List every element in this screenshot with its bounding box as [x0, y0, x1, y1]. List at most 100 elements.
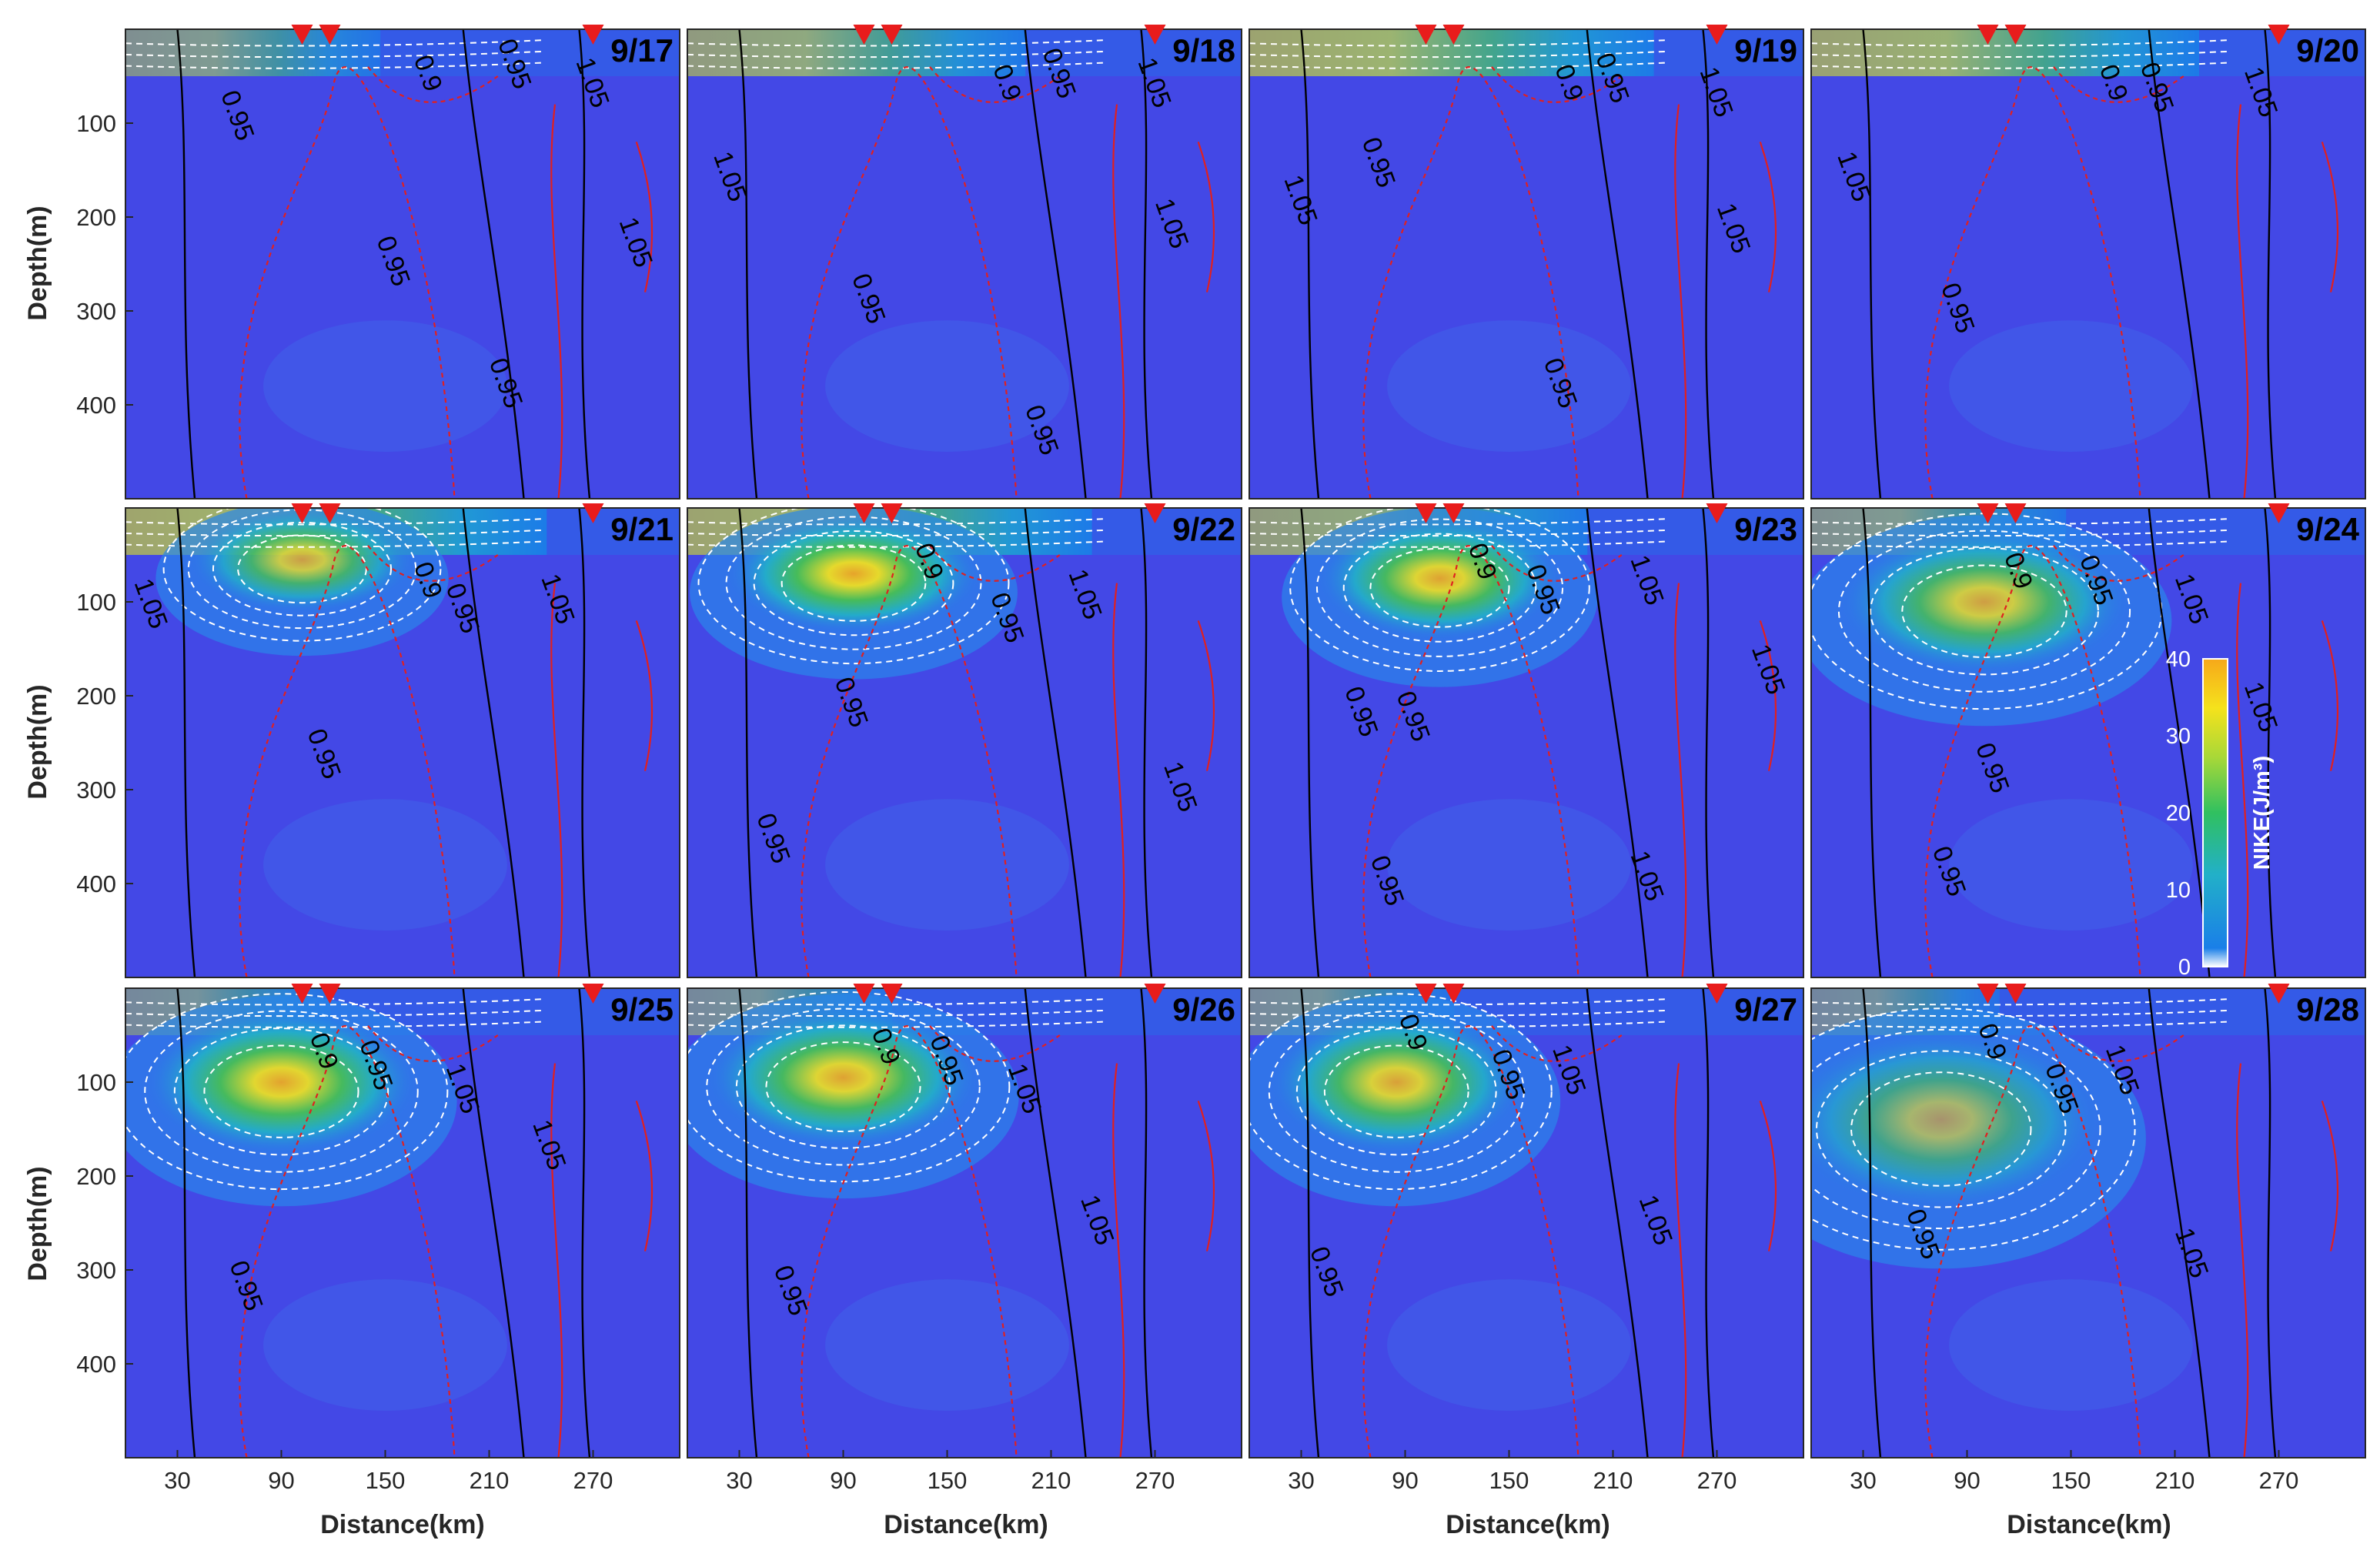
- colorbar-tick-label: 30: [2166, 724, 2191, 749]
- station-marker: [881, 503, 903, 523]
- ratio-contour-1-05: [2321, 1101, 2339, 1251]
- x-tick-label: 30: [1288, 1467, 1314, 1494]
- ratio-contour-1-0: [1024, 29, 1087, 499]
- nike-contour: [687, 540, 1104, 548]
- panel-frame: [1248, 507, 1804, 978]
- ratio-contour-0-9: [2053, 545, 2184, 582]
- x-tick-label: 210: [470, 1467, 510, 1494]
- ratio-contour-1-0: [1702, 29, 1715, 499]
- field-patch: [1949, 799, 2193, 931]
- ratio-contour-1-0: [1862, 508, 1882, 977]
- station-marker: [2268, 25, 2290, 45]
- nike-contour: [173, 1027, 389, 1156]
- ratio-contour-1-0: [176, 29, 196, 499]
- nike-contour: [1295, 1027, 1497, 1156]
- y-tick-label: 100: [76, 110, 116, 137]
- station-marker: [1144, 25, 1166, 45]
- x-tick-label: 270: [1135, 1467, 1175, 1494]
- nike-contour: [735, 1024, 951, 1149]
- ratio-contour-1-05: [1112, 1063, 1125, 1458]
- panel-date-label: 9/19: [1734, 32, 1797, 68]
- panel-date-label: 9/25: [610, 991, 674, 1027]
- colorbar-title: NIKE(J/m³): [2250, 756, 2275, 870]
- nike-core: [1270, 1010, 1523, 1154]
- nike-contour: [1268, 1010, 1525, 1173]
- nike-contour: [125, 993, 449, 1191]
- ratio-contour-1-0: [1300, 29, 1320, 499]
- nike-contour: [162, 508, 442, 642]
- nike-contour: [765, 1041, 921, 1133]
- ratio-contour-0-9: [1491, 66, 1623, 103]
- station-marker: [853, 984, 875, 1004]
- ratio-contour-1-0: [1586, 508, 1649, 977]
- ratio-contour-0-9: [367, 545, 499, 582]
- panel: 0.90.95 1.051.050.959/21 100 200 300 400: [76, 503, 680, 978]
- panel-frame: [125, 28, 680, 500]
- nike-contour: [125, 39, 542, 47]
- ratio-contour-1-0: [1300, 988, 1320, 1458]
- nike-contour: [1323, 1044, 1469, 1138]
- nike-contour: [1249, 1009, 1666, 1017]
- nike-contour: [687, 1009, 1104, 1017]
- y-axis-title-row-1: Depth(m): [23, 205, 52, 320]
- panel: 0.9 0.95 1.051.050.950.951.059/19: [1248, 25, 1804, 500]
- ratio-contour-1-05: [1112, 583, 1125, 977]
- nike-core: [146, 1010, 416, 1154]
- nike-contour: [1811, 1009, 2228, 1017]
- nike-contour: [125, 50, 542, 58]
- panel-date-label: 9/28: [2296, 991, 2359, 1027]
- nike-contour: [125, 1021, 542, 1028]
- y-tick-label: 400: [76, 1351, 116, 1378]
- nike-core: [708, 1007, 978, 1148]
- x-tick-label: 90: [268, 1467, 294, 1494]
- nike-contour: [753, 530, 954, 637]
- nike-contour: [125, 540, 542, 548]
- field-patch: [825, 1279, 1069, 1411]
- panel-date-label: 9/22: [1172, 511, 1235, 547]
- panel-date-label: 9/17: [610, 32, 674, 68]
- y-tick-label: 200: [76, 204, 116, 231]
- ratio-contour-0-9: [929, 66, 1061, 103]
- nike-core: [727, 514, 980, 633]
- panels-layer: 0.950.9 0.95 1.050.950.951.059/17100200300…: [76, 25, 2366, 1494]
- station-marker: [319, 25, 341, 45]
- x-tick-label: 270: [1697, 1467, 1737, 1494]
- ratio-contour-1-0: [1862, 29, 1882, 499]
- nike-contour: [1811, 1007, 2136, 1251]
- panel-date-label: 9/21: [610, 511, 674, 547]
- nike-contour: [687, 529, 1104, 537]
- x-tick-label: 210: [1593, 1467, 1633, 1494]
- field-patch: [263, 799, 507, 931]
- ratio-contour-1-05: [1759, 1101, 1777, 1251]
- ratio-contour-1-05: [1112, 104, 1125, 499]
- ratio-contour-1-0: [2264, 508, 2277, 977]
- panel: 0.90.95 1.050.95 1.059/28 30 90 150 210 270: [1810, 984, 2366, 1494]
- panel-frame: [125, 987, 680, 1458]
- ratio-contour-1-05: [2321, 142, 2339, 292]
- panel: 0.9 0.95 1.051.050.950.951.059/18: [687, 25, 1242, 500]
- ratio-contour-1-05: [1197, 1101, 1215, 1251]
- ratio-contour-1-0: [2264, 29, 2277, 499]
- station-marker: [1442, 984, 1465, 1004]
- nike-core: [1811, 1031, 2099, 1209]
- colorbar: 0 10 20 30 40 NIKE(J/m³): [2166, 647, 2275, 980]
- nike-contour: [697, 508, 1010, 665]
- nike-contour: [125, 62, 542, 69]
- ratio-contour-1-05: [1759, 620, 1777, 771]
- ratio-contour-0-95: [1924, 66, 2141, 499]
- field-patch: [1949, 1279, 2193, 1411]
- ratio-contour-0-9: [367, 66, 499, 103]
- ratio-contour-1-0: [462, 508, 525, 977]
- x-tick-label: 210: [1031, 1467, 1071, 1494]
- nike-contour: [687, 1021, 1104, 1028]
- ratio-contour-1-0: [1702, 508, 1715, 977]
- nike-contour: [687, 518, 1104, 526]
- station-marker: [1415, 503, 1437, 523]
- station-marker: [1442, 503, 1465, 523]
- station-marker: [2268, 984, 2290, 1004]
- colorbar-tick-label: 20: [2166, 801, 2191, 826]
- panel-date-label: 9/24: [2296, 511, 2359, 547]
- x-tick-label: 150: [1489, 1467, 1529, 1494]
- ratio-contour-1-0: [2264, 988, 2277, 1458]
